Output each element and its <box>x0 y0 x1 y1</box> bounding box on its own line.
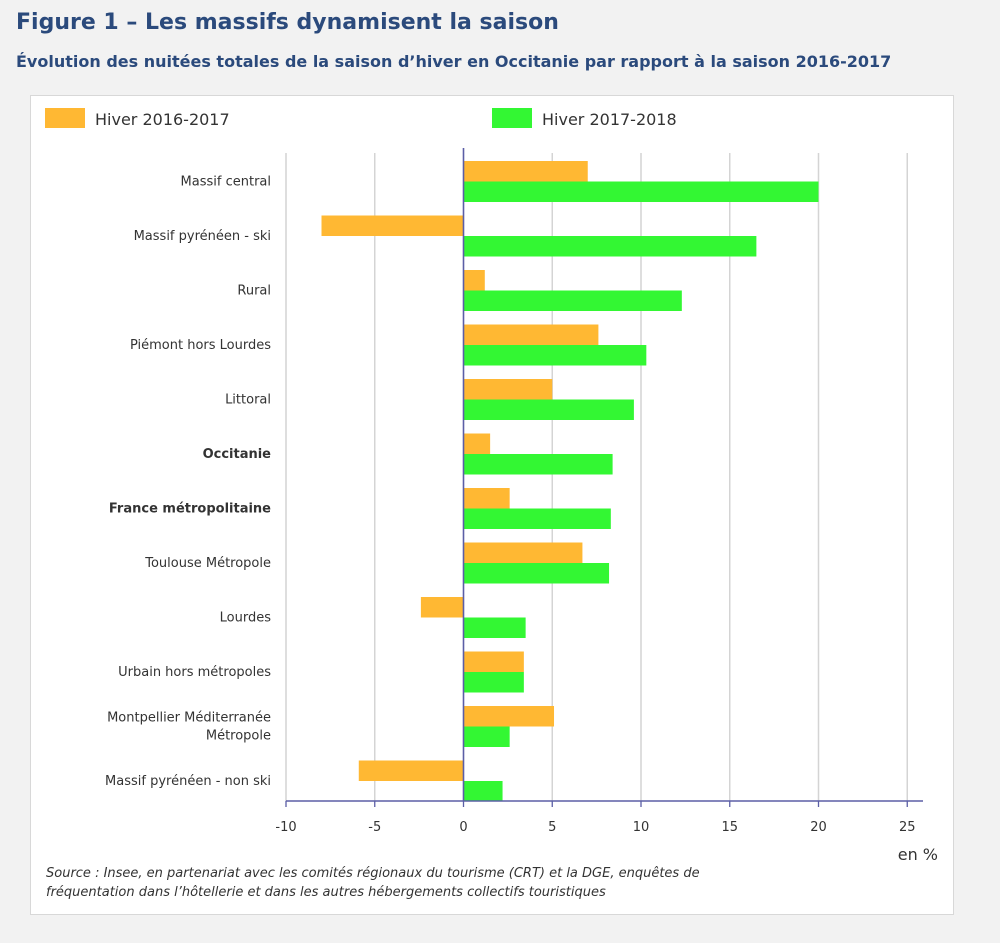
bar <box>463 270 485 291</box>
bar <box>463 508 611 529</box>
bar <box>463 563 610 584</box>
bar <box>358 760 464 781</box>
bar <box>463 672 524 693</box>
category-label: Littoral <box>225 393 271 408</box>
x-unit-label: en % <box>898 845 938 864</box>
category-label: Montpellier Méditerranée Métropole <box>107 711 271 744</box>
category-label: Occitanie <box>203 447 272 462</box>
category-label: Urbain hors métropoles <box>118 665 271 680</box>
bar-chart: Hiver 2016-2017 Hiver 2017-2018 Massif cen… <box>45 108 938 864</box>
bar <box>463 542 583 563</box>
bar <box>463 706 555 727</box>
category-label: Piémont hors Lourdes <box>130 338 271 353</box>
category-label: Lourdes <box>220 611 272 626</box>
x-tick-label: 25 <box>899 820 916 835</box>
bar <box>463 181 819 202</box>
category-label: Rural <box>237 284 271 299</box>
source-note: Source : Insee, en partenariat avec les … <box>46 866 700 900</box>
legend-label: Hiver 2016-2017 <box>95 110 230 129</box>
bar <box>463 379 553 400</box>
x-tick-label: 5 <box>548 820 556 835</box>
x-tick-label: 20 <box>810 820 827 835</box>
x-tick-label: -10 <box>275 820 296 835</box>
figure-title: Figure 1 – Les massifs dynamisent la sai… <box>16 10 559 35</box>
bar <box>463 290 682 311</box>
legend-swatch <box>492 108 532 128</box>
bar <box>463 161 588 182</box>
bar <box>463 726 510 747</box>
category-label: France métropolitaine <box>109 502 271 517</box>
category-label: Toulouse Métropole <box>144 556 271 571</box>
bar <box>321 215 464 236</box>
chart-panel: Hiver 2016-2017 Hiver 2017-2018 Massif cen… <box>30 95 954 915</box>
bar <box>463 399 634 420</box>
x-tick-label: 0 <box>459 820 467 835</box>
bar <box>463 781 503 802</box>
x-tick-label: -5 <box>368 820 381 835</box>
category-label: Massif pyrénéen - non ski <box>105 774 271 789</box>
bar <box>463 488 510 509</box>
bar <box>463 324 599 345</box>
bar <box>420 597 464 618</box>
bar <box>463 651 524 672</box>
category-label: Massif central <box>181 175 271 190</box>
bar <box>463 617 526 638</box>
bar <box>463 454 613 475</box>
figure-subtitle: Évolution des nuitées totales de la sais… <box>16 52 892 71</box>
x-tick-label: 10 <box>633 820 650 835</box>
bar <box>463 345 647 366</box>
category-label: Massif pyrénéen - ski <box>134 229 271 244</box>
legend-swatch <box>45 108 85 128</box>
bar <box>463 236 757 257</box>
legend-label: Hiver 2017-2018 <box>542 110 677 129</box>
bar <box>463 433 491 454</box>
x-tick-label: 15 <box>721 820 738 835</box>
